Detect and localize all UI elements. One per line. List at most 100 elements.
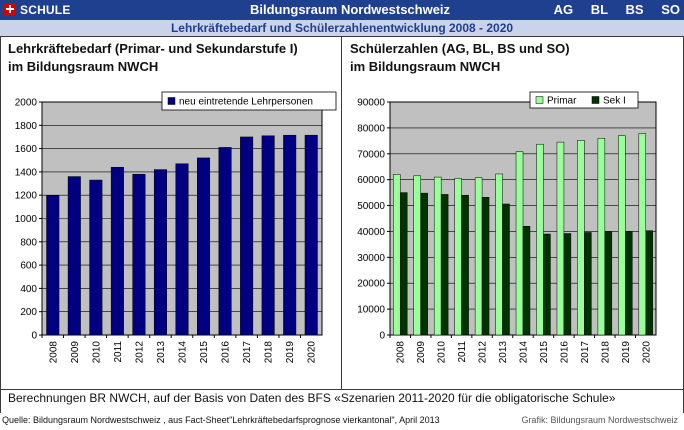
y-tick-label: 60000	[357, 175, 385, 186]
x-tick-label: 2015	[199, 341, 210, 364]
x-tick-label: 2017	[580, 341, 591, 364]
bar-neu-eintretende-lehrpersonen	[304, 134, 318, 336]
bar-sek-i	[420, 192, 428, 336]
panel-divider	[341, 36, 342, 390]
legend-label: neu eintretende Lehrpersonen	[179, 97, 313, 108]
x-tick-label: 2020	[641, 341, 652, 364]
canton-bl[interactable]: BL	[590, 2, 608, 17]
legend-swatch	[591, 96, 600, 104]
x-tick-label: 2011	[457, 341, 468, 363]
right-panel-title-line1: Schülerzahlen (AG, BL, BS und SO)	[350, 41, 570, 56]
bar-primar	[618, 135, 626, 336]
y-tick-label: 0	[379, 331, 385, 342]
bar-neu-eintretende-lehrpersonen	[89, 179, 103, 336]
bar-sek-i	[584, 232, 592, 336]
bar-sek-i	[645, 230, 653, 336]
x-tick-label: 2013	[498, 341, 509, 364]
swiss-cross-icon	[4, 3, 16, 15]
bar-sek-i	[440, 194, 449, 336]
y-tick-label: 400	[20, 284, 37, 295]
right-panel-title: Schülerzahlen (AG, BL, BS und SO) im Bil…	[350, 40, 570, 76]
legend-label: Sek I	[603, 96, 626, 107]
bar-neu-eintretende-lehrpersonen	[197, 157, 211, 336]
bar-sek-i	[625, 231, 633, 336]
y-tick-label: 90000	[357, 98, 385, 109]
y-tick-label: 30000	[357, 253, 385, 264]
bar-neu-eintretende-lehrpersonen	[110, 166, 124, 336]
y-tick-label: 1400	[15, 167, 38, 178]
y-tick-label: 1600	[15, 144, 38, 155]
footer-divider	[0, 389, 684, 390]
bar-primar	[597, 137, 606, 336]
page-title: Bildungsraum Nordwestschweiz	[249, 2, 451, 17]
x-tick-label: 2016	[559, 341, 570, 364]
y-tick-label: 1800	[15, 121, 38, 132]
brand-logo[interactable]: SCHULE SCHWEIZ	[0, 0, 130, 37]
x-tick-label: 2020	[307, 341, 318, 364]
bar-neu-eintretende-lehrpersonen	[132, 173, 146, 336]
bar-neu-eintretende-lehrpersonen	[153, 169, 167, 336]
x-tick-label: 2008	[396, 341, 407, 364]
x-tick-label: 2012	[134, 341, 145, 364]
y-tick-label: 50000	[357, 201, 385, 212]
x-tick-label: 2017	[242, 341, 253, 364]
x-tick-label: 2018	[600, 341, 611, 364]
bar-primar	[536, 143, 544, 336]
bar-neu-eintretende-lehrpersonen	[46, 195, 60, 336]
x-tick-label: 2009	[416, 341, 427, 364]
canton-list: AG BL BS SO	[540, 0, 680, 20]
bar-sek-i	[461, 194, 469, 336]
bar-sek-i	[399, 192, 408, 336]
left-panel-title-line1: Lehrkräftebedarf (Primar- und Sekundarst…	[8, 41, 298, 56]
x-tick-label: 2012	[478, 341, 489, 364]
y-tick-label: 1000	[15, 214, 38, 225]
y-tick-label: 70000	[357, 149, 385, 160]
credit-source: Quelle: Bildungsraum Nordwestschweiz , a…	[2, 415, 440, 425]
left-panel-title: Lehrkräftebedarf (Primar- und Sekundarst…	[8, 40, 298, 76]
bar-primar	[638, 133, 647, 336]
bar-sek-i	[522, 226, 531, 336]
teacher-demand-chart: 0 200 400 600 800 1000 1200 1400 1600 1800 2000 200…	[15, 91, 337, 364]
y-tick-label: 20000	[357, 279, 385, 290]
y-tick-label: 200	[20, 307, 37, 318]
bar-neu-eintretende-lehrpersonen	[218, 147, 232, 336]
y-tick-label: 40000	[357, 227, 385, 238]
bar-primar	[495, 173, 503, 336]
bar-primar	[515, 151, 524, 336]
y-tick-label: 80000	[357, 123, 385, 134]
source-note: Berechnungen BR NWCH, auf der Basis von …	[8, 391, 616, 405]
credits-bar: Quelle: Bildungsraum Nordwestschweiz , a…	[0, 413, 684, 430]
right-panel-title-line2: im Bildungsraum NWCH	[350, 59, 501, 74]
credit-graphic: Grafik: Bildungsraum Nordwestschweiz	[521, 415, 678, 425]
bar-primar	[433, 176, 442, 336]
y-tick-label: 1200	[15, 191, 38, 202]
header-bar	[0, 0, 684, 20]
bar-neu-eintretende-lehrpersonen	[261, 135, 275, 336]
page-subtitle: Lehrkräftebedarf und Schülerzahlenentwic…	[0, 20, 684, 36]
y-tick-label: 2000	[15, 98, 38, 109]
legend-swatch	[167, 97, 176, 105]
bar-neu-eintretende-lehrpersonen	[67, 176, 81, 336]
legend-swatch	[535, 96, 544, 104]
bar-neu-eintretende-lehrpersonen	[283, 134, 297, 336]
y-tick-label: 800	[20, 237, 37, 248]
y-tick-label: 0	[31, 331, 37, 342]
x-tick-label: 2014	[178, 341, 189, 364]
x-tick-label: 2009	[70, 341, 81, 364]
bar-sek-i	[563, 233, 572, 336]
x-tick-label: 2015	[539, 341, 550, 364]
bar-primar	[577, 140, 585, 336]
x-tick-label: 2013	[156, 341, 167, 364]
bar-primar	[474, 177, 483, 336]
bar-primar	[393, 174, 401, 336]
bar-primar	[413, 175, 421, 336]
x-tick-label: 2019	[285, 341, 296, 364]
x-tick-label: 2011	[113, 341, 124, 363]
bar-primar	[454, 178, 462, 336]
left-panel-title-line2: im Bildungsraum NWCH	[8, 59, 159, 74]
legend-box	[529, 91, 639, 109]
canton-so[interactable]: SO	[661, 2, 680, 17]
canton-ag[interactable]: AG	[553, 2, 574, 17]
bar-sek-i	[604, 231, 613, 336]
canton-bs[interactable]: BS	[625, 2, 644, 17]
